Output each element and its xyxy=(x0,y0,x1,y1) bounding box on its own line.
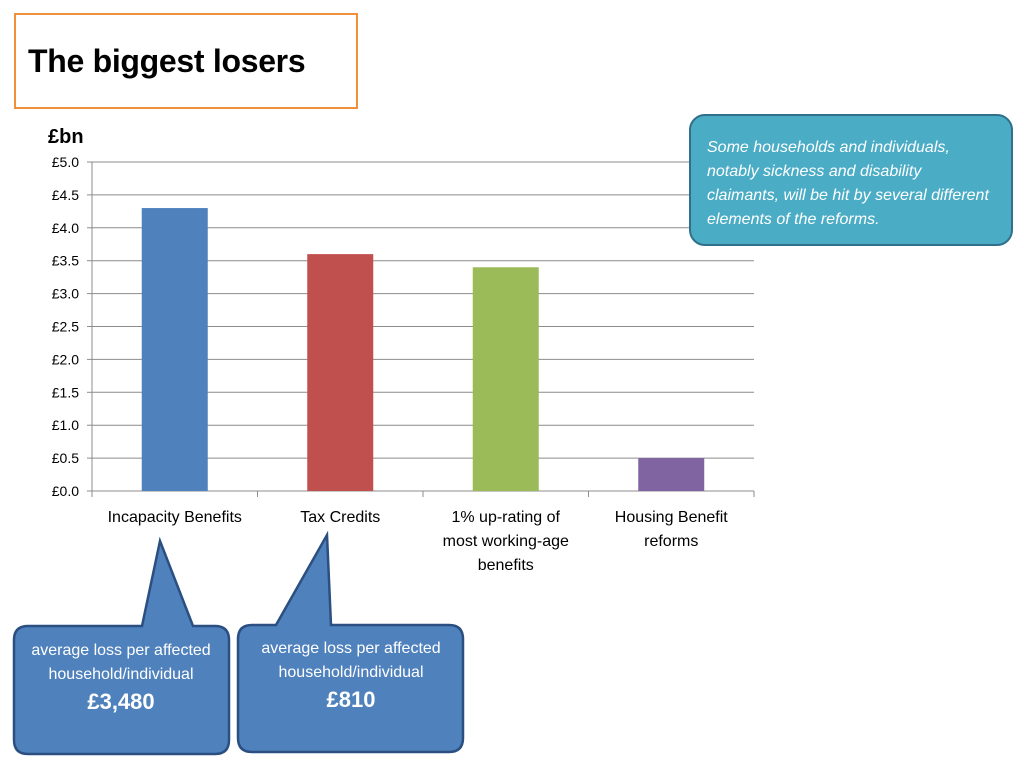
title-box: The biggest losers xyxy=(14,13,358,109)
callout-2-shape xyxy=(236,530,465,754)
x-tick-label: benefits xyxy=(478,557,534,574)
callout-1-amount: £3,480 xyxy=(87,689,155,714)
callout-2: average loss per affected household/indi… xyxy=(258,637,444,715)
x-tick-label: Housing Benefit xyxy=(615,509,729,526)
y-tick-label: £2.0 xyxy=(52,351,79,367)
y-tick-label: £1.0 xyxy=(52,417,79,433)
y-tick-label: £0.5 xyxy=(52,450,79,466)
y-axis-label: £bn xyxy=(48,126,84,148)
callout-1-text: average loss per affected household/indi… xyxy=(31,642,211,683)
x-tick-label: Incapacity Benefits xyxy=(108,509,242,526)
callout-1-shape xyxy=(12,536,231,756)
callout-2-amount: £810 xyxy=(326,687,376,712)
y-tick-label: £3.0 xyxy=(52,286,79,302)
y-tick-label: £4.5 xyxy=(52,187,79,203)
bar xyxy=(472,267,539,491)
x-tick-label: most working-age xyxy=(443,533,569,550)
note-callout: Some households and individuals, notably… xyxy=(689,114,1013,246)
x-tick-label: Tax Credits xyxy=(300,509,380,526)
y-tick-label: £4.0 xyxy=(52,220,79,236)
x-tick-label: 1% up-rating of xyxy=(451,509,560,526)
y-tick-label: £1.5 xyxy=(52,384,79,400)
y-tick-label: £5.0 xyxy=(52,154,79,170)
bar xyxy=(638,458,705,491)
callout-2-text: average loss per affected household/indi… xyxy=(261,640,441,681)
bar xyxy=(307,254,374,491)
callout-1: average loss per affected household/indi… xyxy=(30,639,212,717)
x-tick-label: reforms xyxy=(644,533,698,550)
y-tick-label: £2.5 xyxy=(52,319,79,335)
bar xyxy=(141,208,208,491)
slide-title: The biggest losers xyxy=(28,43,306,79)
y-tick-label: £0.0 xyxy=(52,483,79,499)
y-tick-label: £3.5 xyxy=(52,253,79,269)
